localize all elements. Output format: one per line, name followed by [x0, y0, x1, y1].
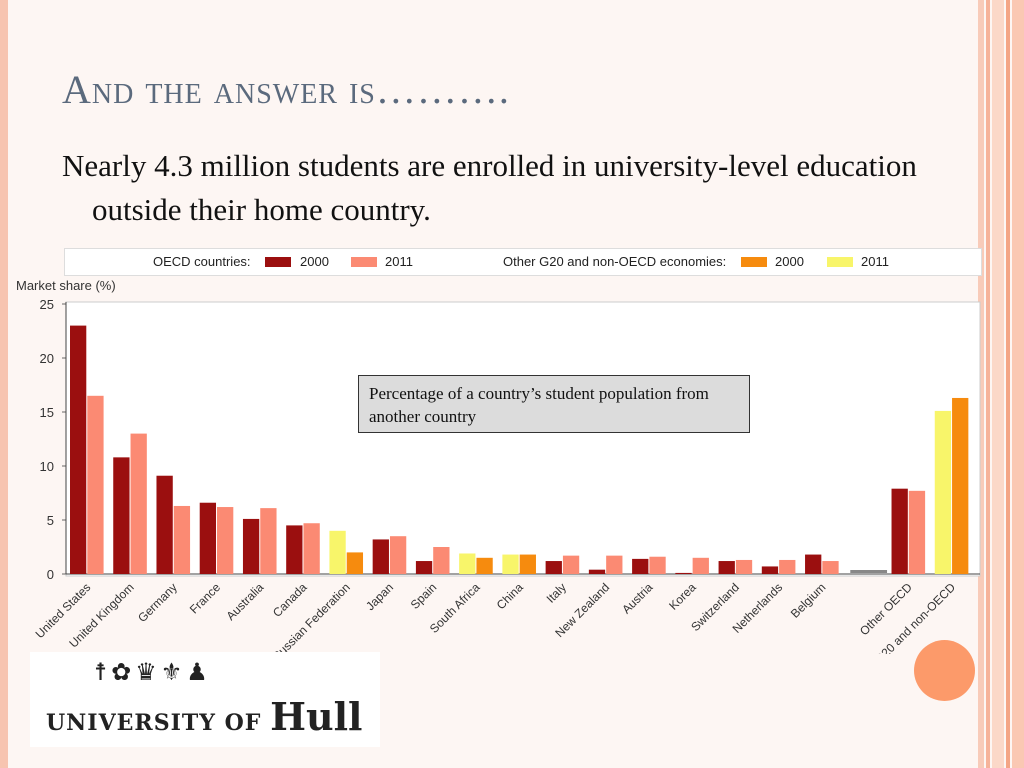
logo-text-hull: Hull — [270, 694, 363, 739]
bar-2011 — [822, 561, 839, 574]
bar-2000 — [372, 539, 389, 574]
bar-2011 — [433, 547, 450, 574]
bar-2000 — [761, 566, 779, 574]
bar-2011 — [934, 410, 952, 574]
bar-2011 — [649, 556, 666, 574]
bar-2000 — [632, 558, 649, 574]
x-tick-label: Germany — [135, 580, 180, 625]
bar-2011 — [459, 553, 476, 574]
bar-2011 — [389, 536, 407, 574]
logo-text-university: UNIVERSITY OF — [46, 710, 271, 736]
bar-2011 — [130, 433, 147, 574]
bar-2000 — [242, 518, 260, 574]
legend-oecd-label: OECD countries: — [153, 254, 251, 269]
x-tick-label: China — [494, 580, 526, 612]
bar-2000 — [952, 397, 969, 574]
bar-2011 — [908, 490, 926, 574]
legend-other-2000: 2000 — [775, 254, 804, 269]
bar-2000 — [113, 457, 130, 574]
x-tick-label: Canada — [270, 580, 310, 620]
y-tick-label: 10 — [40, 459, 54, 474]
x-tick-label: Spain — [408, 580, 440, 612]
legend-swatch-other-2000 — [741, 257, 767, 267]
bar-2011 — [303, 523, 320, 574]
crest-icons: ☨✿♛⚜♟ — [94, 658, 212, 686]
y-tick-label: 20 — [40, 351, 54, 366]
legend-other-label: Other G20 and non-OECD economies: — [503, 254, 727, 269]
bar-2000 — [156, 475, 173, 574]
bar-2011 — [173, 505, 191, 574]
right-stripe-decoration — [978, 0, 1024, 768]
x-tick-label: Austria — [619, 580, 656, 617]
bar-2011 — [217, 507, 234, 574]
bar-2011 — [779, 559, 796, 574]
university-logo: ☨✿♛⚜♟ UNIVERSITY OF Hull — [30, 652, 380, 747]
x-tick-label: Italy — [544, 580, 569, 605]
gap-marker — [850, 570, 888, 573]
bar-2011 — [562, 555, 580, 574]
y-tick-label: 15 — [40, 405, 54, 420]
bar-2000 — [346, 552, 364, 574]
bar-2011 — [735, 559, 753, 574]
bar-2000 — [199, 502, 217, 574]
y-tick-label: 25 — [40, 297, 54, 312]
bar-2011 — [606, 555, 623, 574]
y-tick-label: 0 — [47, 567, 54, 582]
legend-swatch-oecd-2000 — [265, 257, 291, 267]
bar-2000 — [718, 561, 735, 574]
legend-swatch-oecd-2011 — [351, 257, 377, 267]
bar-2000 — [805, 554, 822, 574]
bar-2011 — [502, 554, 519, 574]
legend-swatch-other-2011 — [827, 257, 853, 267]
legend-oecd-2011: 2011 — [385, 254, 413, 269]
x-tick-label: Belgium — [788, 580, 829, 621]
chart-legend: OECD countries: 2000 2011 Other G20 and … — [64, 248, 982, 276]
bar-2000 — [891, 488, 908, 574]
bar-2000 — [545, 561, 562, 574]
bar-2011 — [87, 395, 104, 574]
slide-title: And the answer is………. — [62, 67, 510, 112]
bar-2011 — [329, 530, 346, 574]
bar-2000 — [415, 561, 433, 574]
bar-2000 — [519, 554, 536, 574]
x-tick-label: France — [187, 580, 224, 617]
logo-wordmark: UNIVERSITY OF Hull — [46, 694, 362, 739]
bar-2000 — [286, 525, 303, 574]
bar-2000 — [675, 572, 692, 574]
chart-callout: Percentage of a country’s student popula… — [358, 375, 750, 433]
decorative-circle — [914, 640, 975, 701]
slide-subtitle: Nearly 4.3 million students are enrolled… — [62, 148, 917, 227]
bar-2011 — [260, 508, 277, 574]
bar-2000 — [588, 569, 606, 574]
bar-2000 — [70, 325, 87, 574]
y-tick-label: 5 — [47, 513, 54, 528]
bar-2000 — [476, 557, 493, 574]
left-border-decoration — [0, 0, 8, 768]
legend-oecd-2000: 2000 — [300, 254, 329, 269]
legend-other-2011: 2011 — [861, 254, 889, 269]
y-axis-label: Market share (%) — [16, 278, 116, 293]
x-tick-label: Korea — [666, 580, 699, 613]
x-tick-label: Japan — [363, 580, 396, 613]
bar-2011 — [692, 557, 709, 574]
x-tick-label: Australia — [223, 580, 266, 623]
